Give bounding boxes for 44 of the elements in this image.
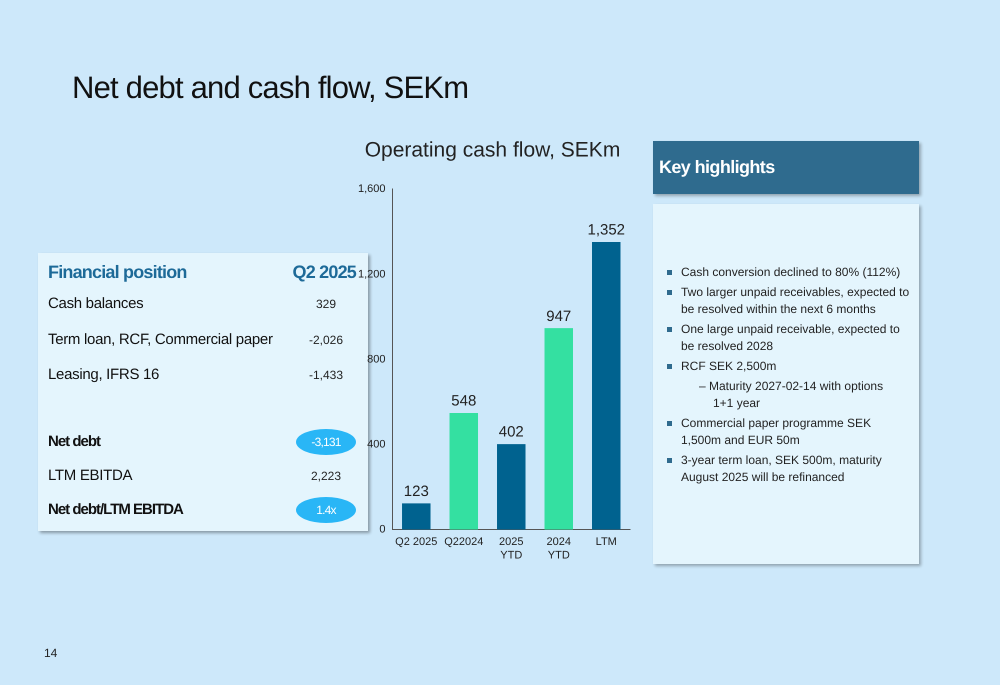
text: 2,223 — [310, 469, 342, 483]
text: -2,026 — [308, 333, 344, 347]
bar — [592, 242, 620, 530]
x-tick-label: Q22024 — [444, 536, 484, 548]
category-label: Net debt/LTM EBITDA — [48, 501, 183, 518]
category-label: Net debt — [48, 433, 100, 450]
text: Net debt and cash flow, SEKm — [72, 70, 468, 106]
category-label: Term loan, RCF, Commercial paper — [48, 331, 273, 348]
text: RCF SEK 2,500m – Maturity 2027-02-14 with options 1+1 year — [680, 358, 884, 412]
data-label: 402 — [498, 424, 524, 441]
y-tick-label: 800 — [367, 353, 386, 366]
x-tick-label: LTM — [596, 536, 617, 548]
y-tick-label: 1,600 — [358, 183, 386, 196]
data-label: 548 — [451, 392, 476, 410]
text: Key highlights — [653, 141, 919, 194]
data-label: 1,352 — [587, 222, 626, 239]
bar — [544, 328, 574, 530]
text: Q2 2025 — [292, 262, 356, 283]
data-label: 947 — [546, 308, 572, 325]
y-tick-label: 400 — [367, 438, 386, 451]
text: 3-year term loan, SEK 500m, maturity August 2025 will be refinanced — [680, 452, 883, 486]
category-label: Cash balances — [48, 295, 144, 312]
text: Two larger unpaid receivables, expected to be resolved within the next 6 months — [680, 284, 910, 318]
text: -3,131 — [311, 435, 341, 449]
x-tick-label: 2024 YTD — [546, 536, 571, 562]
chart-title: Operating cash flow, SEKm — [364, 138, 620, 162]
x-tick-label: 2025 YTD — [499, 536, 524, 562]
text: Financial position — [48, 262, 187, 283]
bar — [497, 444, 526, 530]
category-label: LTM EBITDA — [48, 467, 132, 484]
y-tick-label: 0 — [379, 524, 386, 536]
text: 329 — [316, 297, 336, 311]
x-tick-label: Q2 2025 — [395, 536, 438, 548]
text: One large unpaid receivable, expected to be resolved 2028 — [680, 321, 901, 355]
text: 1.4x — [316, 503, 336, 517]
text: -1,433 — [308, 368, 344, 382]
bar — [450, 413, 478, 530]
text: 14 — [44, 646, 58, 660]
bar — [402, 503, 431, 530]
y-tick-label: 1,200 — [358, 268, 386, 280]
text: Commercial paper programme SEK 1,500m and EUR 50m — [680, 415, 872, 449]
category-label: Leasing, IFRS 16 — [48, 366, 160, 383]
text: Cash conversion declined to 80% (112%) — [680, 264, 902, 281]
data-label: 123 — [404, 483, 429, 500]
